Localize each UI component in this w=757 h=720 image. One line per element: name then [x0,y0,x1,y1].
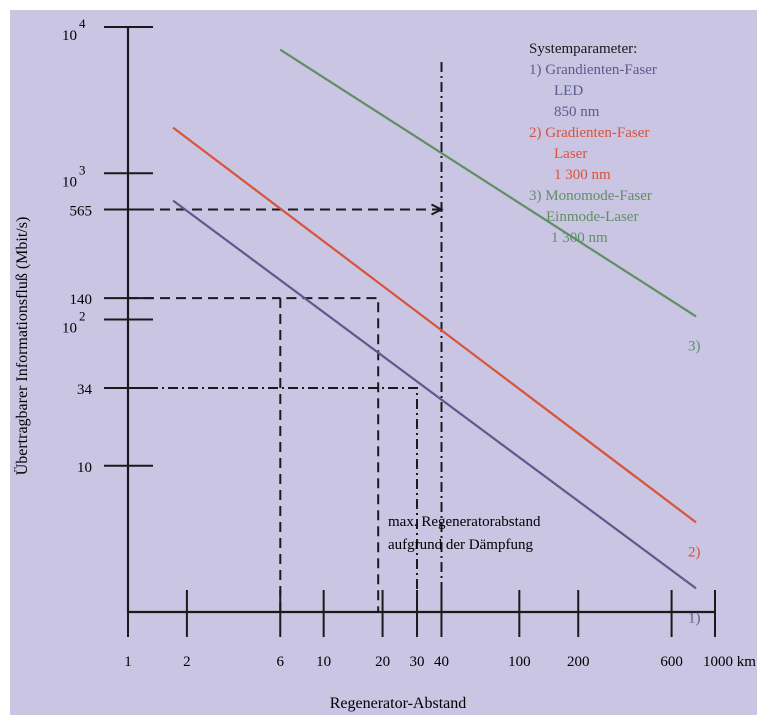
guide-line [128,387,418,612]
legend-item-text: 1 300 nm [551,230,608,246]
x-tick-label: 1 [124,654,132,670]
series-lines [172,48,697,590]
x-tick-label: 2 [183,654,191,670]
y-tick-label: 10 [77,460,92,476]
x-axis-label: Regenerator-Abstand [330,695,467,712]
annotation-line-2: aufgrund der Dämpfung [388,537,533,553]
y-tick-label: 140 [70,292,93,308]
series-end-label-s2: 2) [688,544,701,560]
y-axis-label: Übertragbarer Informationsfluß (Mbit/s) [13,217,31,476]
series-end-labels: 1) 2) 3) [688,338,701,626]
legend: Systemparameter: 1) Grandienten-Faser LED 8… [529,41,657,246]
guide-line [279,297,380,612]
legend-title: Systemparameter: [529,41,637,57]
x-tick-label: 10 [316,654,331,670]
x-tick-label: 600 [660,654,683,670]
x-ticks: 1 2 6 10 20 30 40 100 200 600 1000 km [124,590,756,670]
x-tick-label: 6 [277,654,285,670]
series-end-label-s3: 3) [688,338,701,354]
annotation-line-1: max. Regeneratorabstand [388,514,541,530]
x-tick-label: 40 [434,654,449,670]
legend-item-text: 850 nm [554,104,600,120]
x-tick-label: 200 [567,654,590,670]
legend-item-text: 3) Monomode-Faser [529,188,652,204]
x-tick-label: 20 [375,654,390,670]
x-tick-label: 1000 km [703,654,756,670]
y-tick-label: 34 [77,382,93,398]
legend-item-text: Laser [554,146,587,162]
annotation-text: max. Regeneratorabstand aufgrund der Däm… [388,514,544,553]
series-line-s2 [172,126,697,524]
y-tick-label: 103 [62,162,86,190]
x-tick-label: 30 [410,654,425,670]
legend-item-text: LED [554,83,583,99]
legend-item-text: 1 300 nm [554,167,611,183]
legend-item-text: 2) Gradienten-Faser [529,125,649,141]
x-tick-label: 100 [508,654,531,670]
legend-item-text: Einmode-Laser [546,209,638,225]
y-tick-label: 104 [62,16,86,44]
y-tick-label: 102 [62,309,86,337]
series-line-s3 [279,48,697,318]
y-tick-label: 565 [70,204,93,220]
guide-lines [128,59,444,612]
series-end-label-s1: 1) [688,610,701,626]
legend-item-text: 1) Grandienten-Faser [529,62,657,78]
series-line-s1 [172,199,697,590]
